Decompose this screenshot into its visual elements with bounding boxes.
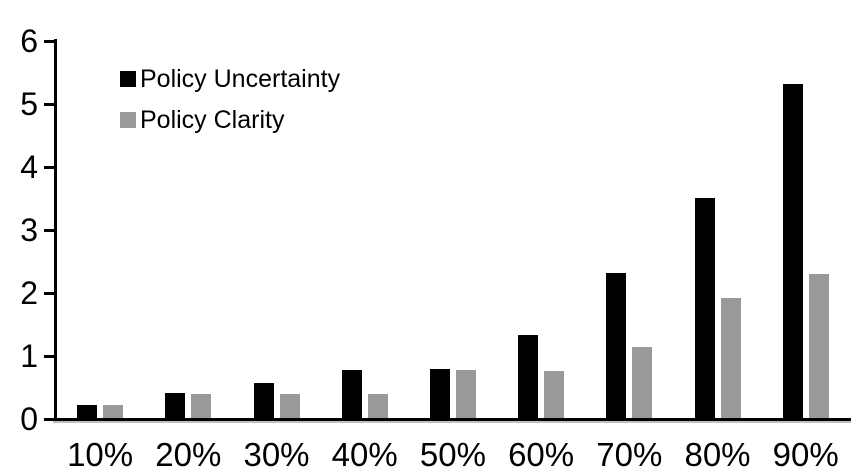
y-tick-label: 4 [20, 149, 38, 185]
legend-swatch-policy-uncertainty-icon [120, 71, 136, 87]
bar-policy-uncertainty-50% [429, 368, 450, 418]
bar-policy-clarity-60% [544, 370, 565, 418]
x-axis-label: 40% [331, 436, 398, 473]
bar-policy-clarity-50% [455, 370, 476, 418]
x-axis-label: 20% [155, 436, 222, 473]
y-tick [44, 102, 54, 106]
bar-policy-uncertainty-20% [165, 392, 186, 418]
y-tick-label: 1 [20, 338, 38, 374]
bar-policy-uncertainty-10% [77, 405, 98, 418]
legend-label-policy-uncertainty: Policy Uncertainty [140, 65, 341, 93]
legend: Policy Uncertainty Policy Clarity [120, 65, 340, 134]
y-tick [44, 354, 54, 358]
legend-item-policy-uncertainty: Policy Uncertainty [120, 65, 340, 93]
y-tick [44, 165, 54, 169]
bar-policy-uncertainty-60% [518, 334, 539, 418]
y-tick-label: 3 [20, 212, 38, 248]
legend-label-policy-clarity: Policy Clarity [140, 106, 285, 134]
bar-policy-uncertainty-40% [341, 370, 362, 418]
bar-policy-uncertainty-30% [253, 383, 274, 418]
bar-policy-uncertainty-90% [782, 84, 803, 418]
x-axis-label: 30% [243, 436, 310, 473]
bar-policy-clarity-80% [720, 298, 741, 418]
x-axis-label: 80% [684, 436, 751, 473]
x-axis-label: 60% [508, 436, 575, 473]
y-tick [44, 39, 54, 43]
y-tick-label: 6 [20, 23, 38, 59]
y-tick [44, 417, 54, 421]
y-tick-label: 0 [20, 401, 38, 437]
y-tick [44, 291, 54, 295]
x-axis-label: 50% [419, 436, 486, 473]
bar-policy-clarity-90% [808, 274, 829, 418]
bar-policy-uncertainty-80% [694, 197, 715, 418]
bar-policy-clarity-70% [632, 346, 653, 418]
x-axis-label: 90% [772, 436, 839, 473]
x-axis-label: 70% [596, 436, 663, 473]
bar-policy-uncertainty-70% [606, 273, 627, 418]
bar-policy-clarity-20% [191, 394, 212, 418]
x-axis-label: 10% [67, 436, 134, 473]
y-tick-label: 5 [20, 86, 38, 122]
bar-policy-clarity-30% [279, 394, 300, 418]
x-axis-line [53, 418, 851, 421]
legend-item-policy-clarity: Policy Clarity [120, 106, 340, 134]
bar-policy-clarity-40% [367, 394, 388, 418]
legend-swatch-policy-clarity-icon [120, 112, 136, 128]
bar-policy-clarity-10% [103, 405, 124, 418]
y-axis-line [54, 39, 57, 421]
y-tick [44, 228, 54, 232]
y-tick-label: 2 [20, 275, 38, 311]
